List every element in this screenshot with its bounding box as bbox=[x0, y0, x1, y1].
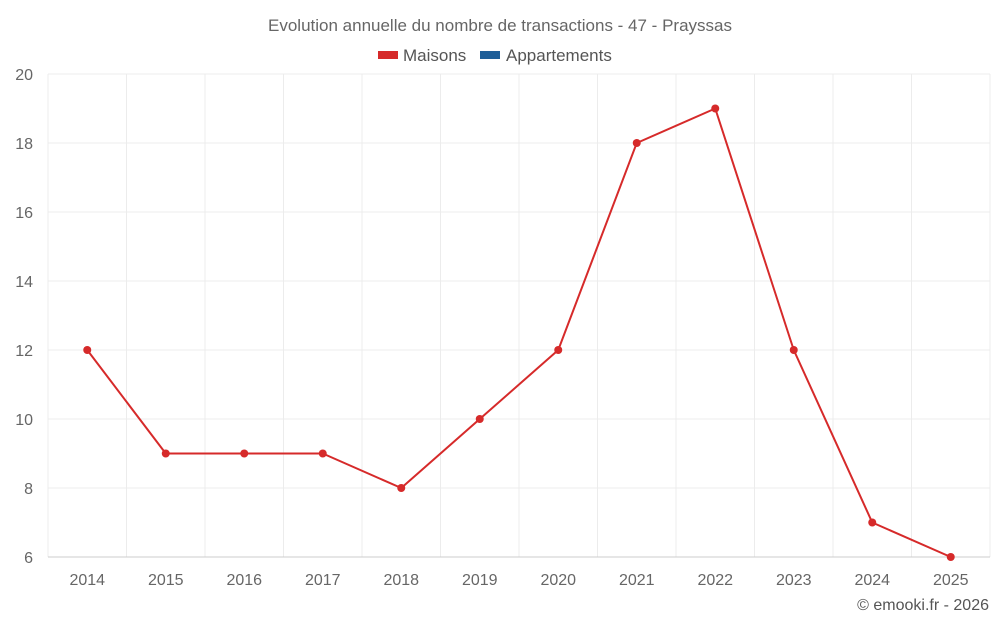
series-maisons bbox=[83, 104, 955, 561]
legend: Maisons Appartements bbox=[378, 46, 612, 65]
credit: © emooki.fr - 2026 bbox=[857, 597, 989, 614]
legend-item-appartements[interactable]: Appartements bbox=[480, 46, 612, 65]
x-tick-label: 2024 bbox=[854, 572, 890, 589]
y-tick-label: 18 bbox=[15, 136, 33, 153]
data-point-maisons[interactable] bbox=[397, 484, 406, 492]
data-point-maisons[interactable] bbox=[711, 104, 720, 113]
y-tick-label: 8 bbox=[24, 481, 33, 498]
data-point-maisons[interactable] bbox=[240, 449, 249, 458]
data-point-maisons[interactable] bbox=[161, 449, 170, 458]
data-point-maisons[interactable] bbox=[868, 518, 877, 527]
x-tick-label: 2018 bbox=[383, 572, 419, 589]
x-tick-label: 2023 bbox=[776, 572, 812, 589]
data-point-maisons[interactable] bbox=[946, 553, 955, 561]
chart-title: Evolution annuelle du nombre de transact… bbox=[268, 16, 732, 35]
data-point-maisons[interactable] bbox=[318, 449, 327, 458]
y-tick-label: 12 bbox=[15, 343, 33, 360]
y-tick-label: 14 bbox=[15, 274, 33, 291]
x-tick-label: 2021 bbox=[619, 572, 655, 589]
y-tick-label: 6 bbox=[24, 550, 33, 567]
x-tick-label: 2025 bbox=[933, 572, 969, 589]
data-point-maisons[interactable] bbox=[554, 346, 563, 354]
y-tick-label: 20 bbox=[15, 67, 33, 84]
x-tick-label: 2020 bbox=[540, 572, 576, 589]
data-point-maisons[interactable] bbox=[632, 139, 641, 147]
legend-swatch-maisons bbox=[378, 51, 398, 59]
data-point-maisons[interactable] bbox=[789, 346, 798, 354]
data-point-maisons[interactable] bbox=[83, 346, 92, 354]
x-tick-label: 2014 bbox=[69, 572, 105, 589]
x-tick-label: 2017 bbox=[305, 572, 341, 589]
grid bbox=[47, 73, 991, 558]
y-tick-label: 16 bbox=[15, 205, 33, 222]
legend-label-appartements: Appartements bbox=[506, 46, 612, 65]
y-axis-ticks: 6 8 10 12 14 16 18 20 bbox=[15, 67, 33, 567]
x-tick-label: 2015 bbox=[148, 572, 184, 589]
x-tick-label: 2022 bbox=[697, 572, 733, 589]
x-tick-label: 2019 bbox=[462, 572, 498, 589]
legend-item-maisons[interactable]: Maisons bbox=[378, 46, 466, 65]
y-tick-label: 10 bbox=[15, 412, 33, 429]
legend-swatch-appartements bbox=[480, 51, 500, 59]
legend-label-maisons: Maisons bbox=[403, 46, 466, 65]
series-line-maisons bbox=[86, 107, 952, 558]
x-tick-label: 2016 bbox=[226, 572, 262, 589]
x-axis-ticks: 2014 2015 2016 2017 2018 2019 2020 2021 2022 2023… bbox=[69, 572, 968, 589]
data-point-maisons[interactable] bbox=[475, 415, 484, 423]
